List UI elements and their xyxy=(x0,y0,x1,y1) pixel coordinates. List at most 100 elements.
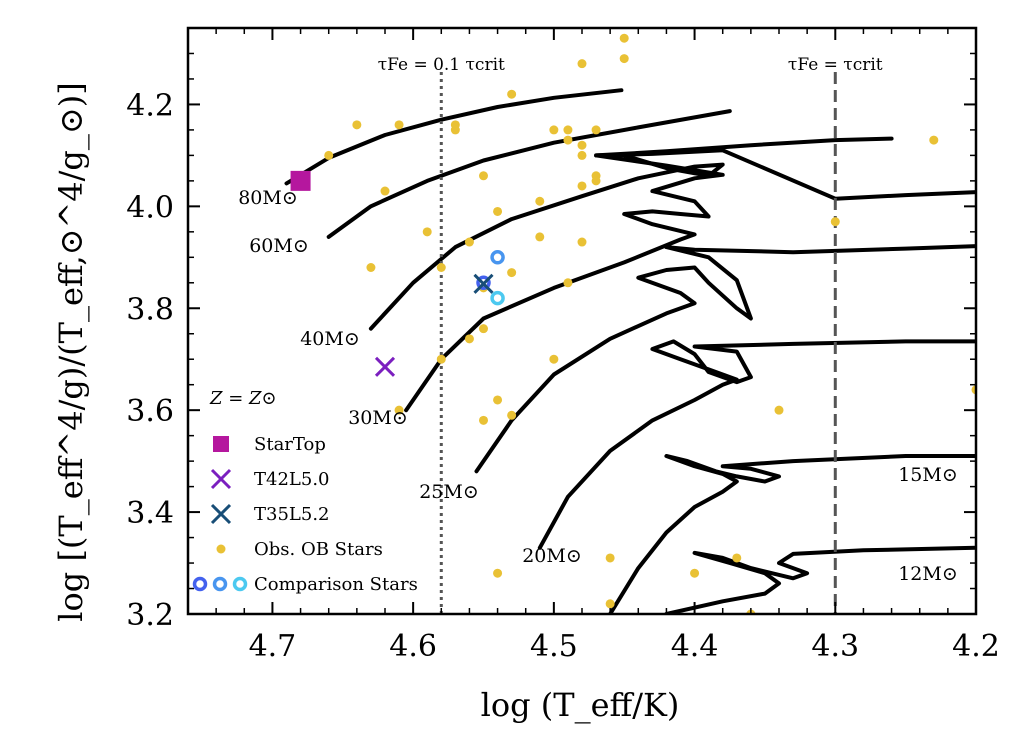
point-obs-ob-stars-21 xyxy=(493,206,503,216)
reference-line-label-0: τFe = 0.1 τcrit xyxy=(378,55,505,75)
track-1 xyxy=(326,109,732,239)
point-obs-ob-stars-23 xyxy=(464,237,474,247)
x-axis-title: log (T_eff/K) xyxy=(481,686,680,724)
y-tick-label-4: 4.0 xyxy=(126,190,174,225)
point-obs-ob-stars-44 xyxy=(732,553,742,563)
x-tick-label-4: 4.3 xyxy=(811,629,859,664)
track-labels: 80M⊙ 60M⊙ 40M⊙ 30M⊙ 25M⊙ 20M⊙ 15M⊙ 12M⊙ xyxy=(238,187,958,585)
point-obs-ob-stars-35 xyxy=(493,395,503,405)
track-3 xyxy=(404,148,976,413)
point-obs-ob-stars-43 xyxy=(605,553,615,563)
point-obs-ob-stars-7 xyxy=(450,125,460,135)
point-obs-ob-stars-33 xyxy=(436,354,446,364)
point-comparison-stars-0 xyxy=(476,275,491,291)
legend-marker-comparison-stars-0 xyxy=(192,576,208,592)
track-5 xyxy=(537,339,976,550)
point-obs-ob-stars-0 xyxy=(619,33,629,43)
point-obs-ob-stars-20 xyxy=(535,196,545,206)
point-t42l5-0-0 xyxy=(374,356,396,377)
point-obs-ob-stars-17 xyxy=(577,181,587,191)
legend-label-t35l5-2: T35L5.2 xyxy=(254,504,330,525)
track-label-3: 30M⊙ xyxy=(348,407,408,429)
y-tick-label-3: 3.8 xyxy=(126,292,174,327)
track-label-7: 12M⊙ xyxy=(898,563,958,585)
point-obs-ob-stars-37 xyxy=(507,410,517,420)
point-obs-ob-stars-32 xyxy=(464,334,474,344)
point-obs-ob-stars-34 xyxy=(549,354,559,364)
y-tick-label-2: 3.6 xyxy=(126,394,174,429)
track-label-2: 40M⊙ xyxy=(300,328,360,350)
point-obs-ob-stars-12 xyxy=(577,140,587,150)
point-obs-ob-stars-27 xyxy=(436,262,446,272)
point-obs-ob-stars-2 xyxy=(577,59,587,69)
point-obs-ob-stars-47 xyxy=(605,599,615,609)
track-4 xyxy=(474,244,976,474)
point-obs-ob-stars-14 xyxy=(324,150,334,160)
point-obs-ob-stars-22 xyxy=(422,227,432,237)
point-obs-ob-stars-9 xyxy=(563,125,573,135)
x-tick-label-1: 4.6 xyxy=(389,629,437,664)
evolution-tracks xyxy=(284,88,976,614)
observed-stars xyxy=(290,33,976,614)
y-axis-title: log [(T_eff^4/g)/(T_eff,⊙^4/g_⊙)] xyxy=(52,82,90,621)
point-obs-ob-stars-11 xyxy=(563,135,573,145)
legend: Z = Z⊙ StarTop T42L5.0 T35L5.2 Obs. OB Stars… xyxy=(192,388,418,595)
point-obs-ob-stars-26 xyxy=(366,262,376,272)
point-obs-ob-stars-5 xyxy=(394,120,404,130)
track-label-5: 20M⊙ xyxy=(522,545,582,567)
legend-marker-obs-ob-stars xyxy=(216,544,226,554)
point-obs-ob-stars-25 xyxy=(577,237,587,247)
point-obs-ob-stars-24 xyxy=(535,232,545,242)
point-obs-ob-stars-39 xyxy=(830,217,840,227)
track-6 xyxy=(608,454,976,614)
point-obs-ob-stars-31 xyxy=(479,324,488,334)
track-label-1: 60M⊙ xyxy=(249,235,309,257)
reference-lines: τFe = 0.1 τcrit τFe = τcrit xyxy=(378,55,883,614)
point-obs-ob-stars-46 xyxy=(493,568,503,578)
legend-label-obs-ob-stars: Obs. OB Stars xyxy=(254,539,383,560)
axes: 4.7 4.6 4.5 4.4 4.3 4.2 3.2 3.4 3.6 3.8 4.0 4.2 xyxy=(126,26,1000,664)
reference-line-label-1: τFe = τcrit xyxy=(788,55,883,75)
legend-label-t42l5-0: T42L5.0 xyxy=(254,469,330,490)
legend-marker-comparison-stars-2 xyxy=(232,576,248,592)
point-obs-ob-stars-13 xyxy=(577,150,587,160)
point-t35l5-2-0 xyxy=(473,273,494,294)
x-tick-label-5: 4.2 xyxy=(952,629,1000,664)
point-obs-ob-stars-41 xyxy=(774,405,784,415)
point-comparison-stars-1 xyxy=(490,250,505,265)
legend-label-startop: StarTop xyxy=(254,434,326,455)
legend-marker-comparison-stars-1 xyxy=(212,576,228,592)
point-obs-ob-stars-16 xyxy=(591,176,601,186)
track-7 xyxy=(664,545,976,614)
point-obs-ob-stars-3 xyxy=(507,89,517,99)
x-tick-label-0: 4.7 xyxy=(249,629,297,664)
track-label-6: 15M⊙ xyxy=(898,464,958,486)
point-comparison-stars-2 xyxy=(490,290,505,306)
y-tick-label-1: 3.4 xyxy=(126,496,174,531)
point-obs-ob-stars-8 xyxy=(549,125,559,135)
point-obs-ob-stars-28 xyxy=(507,268,517,278)
point-obs-ob-stars-19 xyxy=(380,186,390,196)
point-obs-ob-stars-36 xyxy=(394,405,404,415)
legend-marker-t42l5-0 xyxy=(210,468,232,490)
point-obs-ob-stars-29 xyxy=(563,278,573,288)
point-obs-ob-stars-4 xyxy=(352,120,362,130)
x-tick-label-2: 4.5 xyxy=(530,629,578,664)
track-label-0: 80M⊙ xyxy=(238,187,298,209)
point-obs-ob-stars-18 xyxy=(479,171,488,181)
point-obs-ob-stars-38 xyxy=(479,415,488,425)
legend-marker-t35l5-2 xyxy=(210,503,232,525)
y-tick-label-0: 3.2 xyxy=(126,598,174,633)
metallicity-label: Z = Z⊙ xyxy=(209,388,277,409)
point-startop-0 xyxy=(290,170,311,191)
x-tick-label-3: 4.4 xyxy=(671,629,719,664)
legend-label-comparison-stars: Comparison Stars xyxy=(254,574,418,595)
point-obs-ob-stars-40 xyxy=(929,135,939,145)
point-obs-ob-stars-1 xyxy=(619,54,629,64)
track-2 xyxy=(368,136,894,331)
point-obs-ob-stars-10 xyxy=(591,125,601,135)
track-label-4: 25M⊙ xyxy=(419,481,479,503)
legend-marker-startop xyxy=(213,436,229,452)
